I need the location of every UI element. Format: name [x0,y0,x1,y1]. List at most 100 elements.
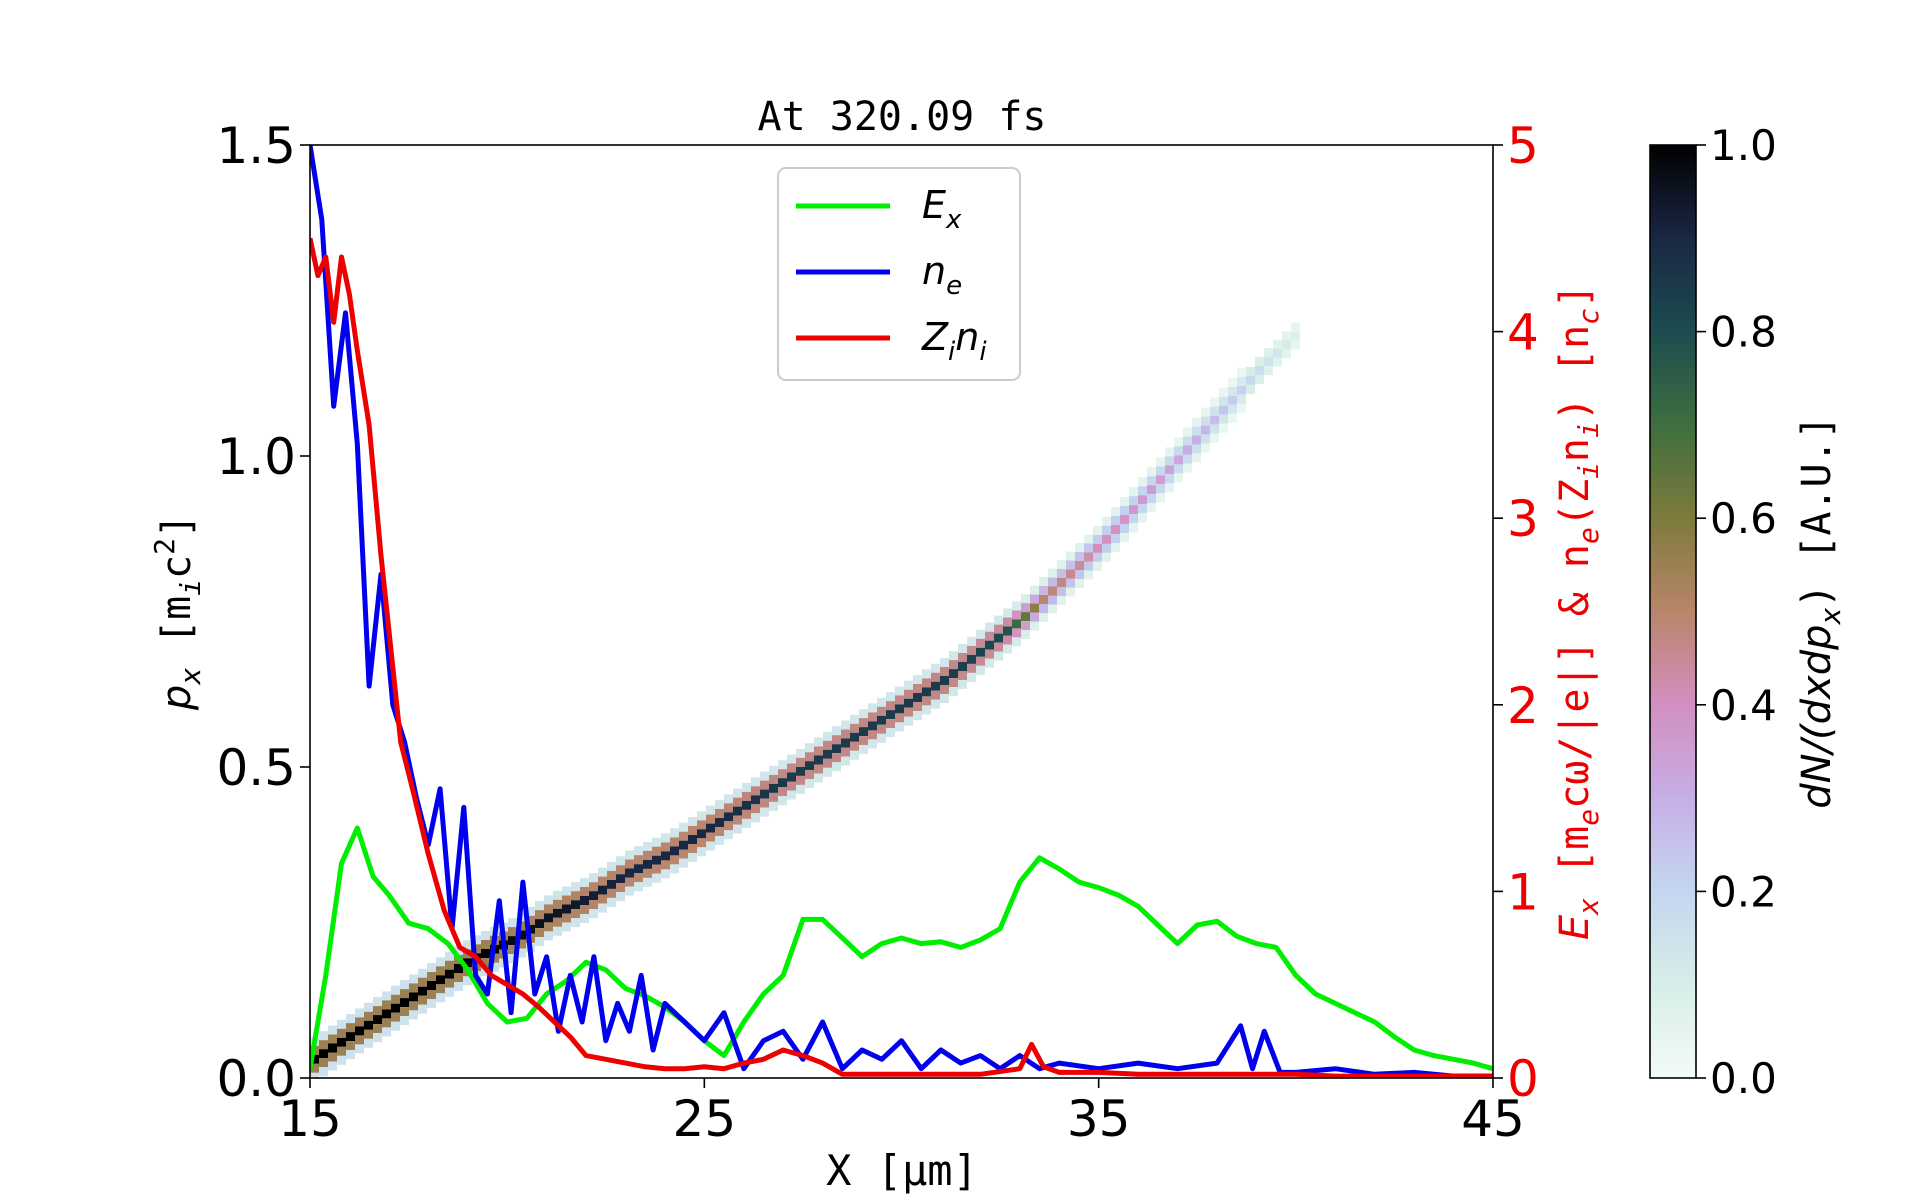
phase-space-cell [958,671,967,680]
phase-space-cell [544,904,553,914]
phase-space-cell [832,753,841,763]
phase-space-cell [1174,455,1183,465]
phase-space-cell [778,796,787,806]
phase-space-cell [1084,543,1093,553]
phase-space-cell [643,868,652,878]
phase-space-cell [337,1046,346,1056]
phase-space-cell [643,877,652,887]
phase-space-cell [1228,413,1237,423]
phase-space-cell [1273,339,1282,349]
phase-space-cell [571,918,580,928]
colorbar-tick-label: 0.2 [1710,867,1777,916]
phase-space-cell [535,928,544,938]
phase-space-cell [508,954,517,964]
phase-space-cell [598,903,607,913]
phase-space-cell [1039,613,1048,622]
phase-space-cell [877,715,886,725]
phase-space-cell [760,771,769,781]
phase-space-cell [517,948,526,958]
phase-space-cell [571,909,580,919]
phase-space-cell [373,1024,382,1034]
phase-space-cell [706,823,715,833]
phase-space-cell [688,853,697,862]
phase-space-cell [643,859,652,869]
phase-space-cell [814,773,823,783]
phase-space-cell [562,904,571,914]
phase-space-cell [373,1006,382,1016]
phase-space-cell [526,906,535,916]
phase-space-cell [1057,596,1066,605]
phase-space-cell [706,841,715,851]
phase-space-cell [940,676,949,685]
phase-space-cell [733,788,742,798]
phase-space-cell [724,830,733,840]
phase-space-cell [1057,560,1066,569]
phase-space-cell [553,908,562,918]
phase-space-cell [1219,387,1228,397]
phase-space-cell [949,687,958,697]
phase-space-cell [904,716,913,726]
phase-space-cell [733,815,742,825]
phase-space-cell [1084,534,1093,544]
phase-space-cell [1120,533,1129,542]
phase-space-cell [715,836,724,845]
phase-space-cell [661,851,670,861]
x-tick-label: 35 [1067,1090,1131,1148]
phase-space-cell [958,662,967,671]
phase-space-cell [670,855,679,865]
phase-space-cell [1192,453,1201,463]
phase-space-cell [562,895,571,905]
phase-space-cell [1255,357,1264,366]
phase-space-cell [472,935,481,945]
phase-space-cell [922,705,931,715]
phase-space-cell [1273,357,1282,367]
phase-space-cell [1228,386,1237,396]
phase-space-cell [355,1026,364,1036]
phase-space-cell [418,995,427,1005]
phase-space-cell [364,1029,373,1039]
phase-space-cell [760,780,769,790]
phase-space-cell [598,876,607,886]
phase-space-cell [967,672,976,682]
phase-space-cell [310,1072,319,1078]
phase-space-cell [679,840,688,850]
phase-space-cell [328,1034,337,1044]
phase-space-cell [976,647,985,657]
phase-space-cell [688,826,697,835]
phase-space-cell [1003,608,1012,618]
phase-space-cell [976,638,985,648]
phase-space-cell [949,669,958,679]
phase-space-cell [1129,487,1138,497]
phase-space-cell [571,900,580,910]
phase-space-cell [1201,434,1210,444]
phase-space-cell [319,1067,328,1077]
colorbar-tick-label: 0.6 [1710,494,1777,543]
phase-space-cell [652,864,661,874]
phase-space-cell [319,1049,328,1059]
phase-space-cell [859,718,868,728]
phase-space-cell [868,730,877,740]
phase-space-cell [1120,524,1129,533]
phase-space-cell [769,783,778,793]
phase-space-cell [418,968,427,978]
phase-space-cell [1264,366,1273,376]
phase-space-cell [868,721,877,731]
phase-space-cell [751,795,760,805]
phase-space-cell [535,937,544,947]
phase-space-cell [922,678,931,688]
phase-space-cell [571,891,580,901]
phase-space-cell [814,737,823,747]
phase-space-cell [1237,403,1246,413]
phase-space-cell [679,831,688,841]
phase-space-cell [1039,595,1048,604]
phase-space-cell [1102,516,1111,526]
phase-space-cell [391,1021,400,1031]
phase-space-cell [985,640,994,650]
series-line-zini [310,237,1493,1078]
phase-space-cell [724,812,733,822]
phase-space-cell [1165,483,1174,493]
phase-space-cell [1129,505,1138,515]
phase-space-cell [1237,394,1246,404]
colorbar-label: dN/(dxdpx) [A.U.] [1794,415,1847,808]
phase-space-cell [1129,496,1138,506]
